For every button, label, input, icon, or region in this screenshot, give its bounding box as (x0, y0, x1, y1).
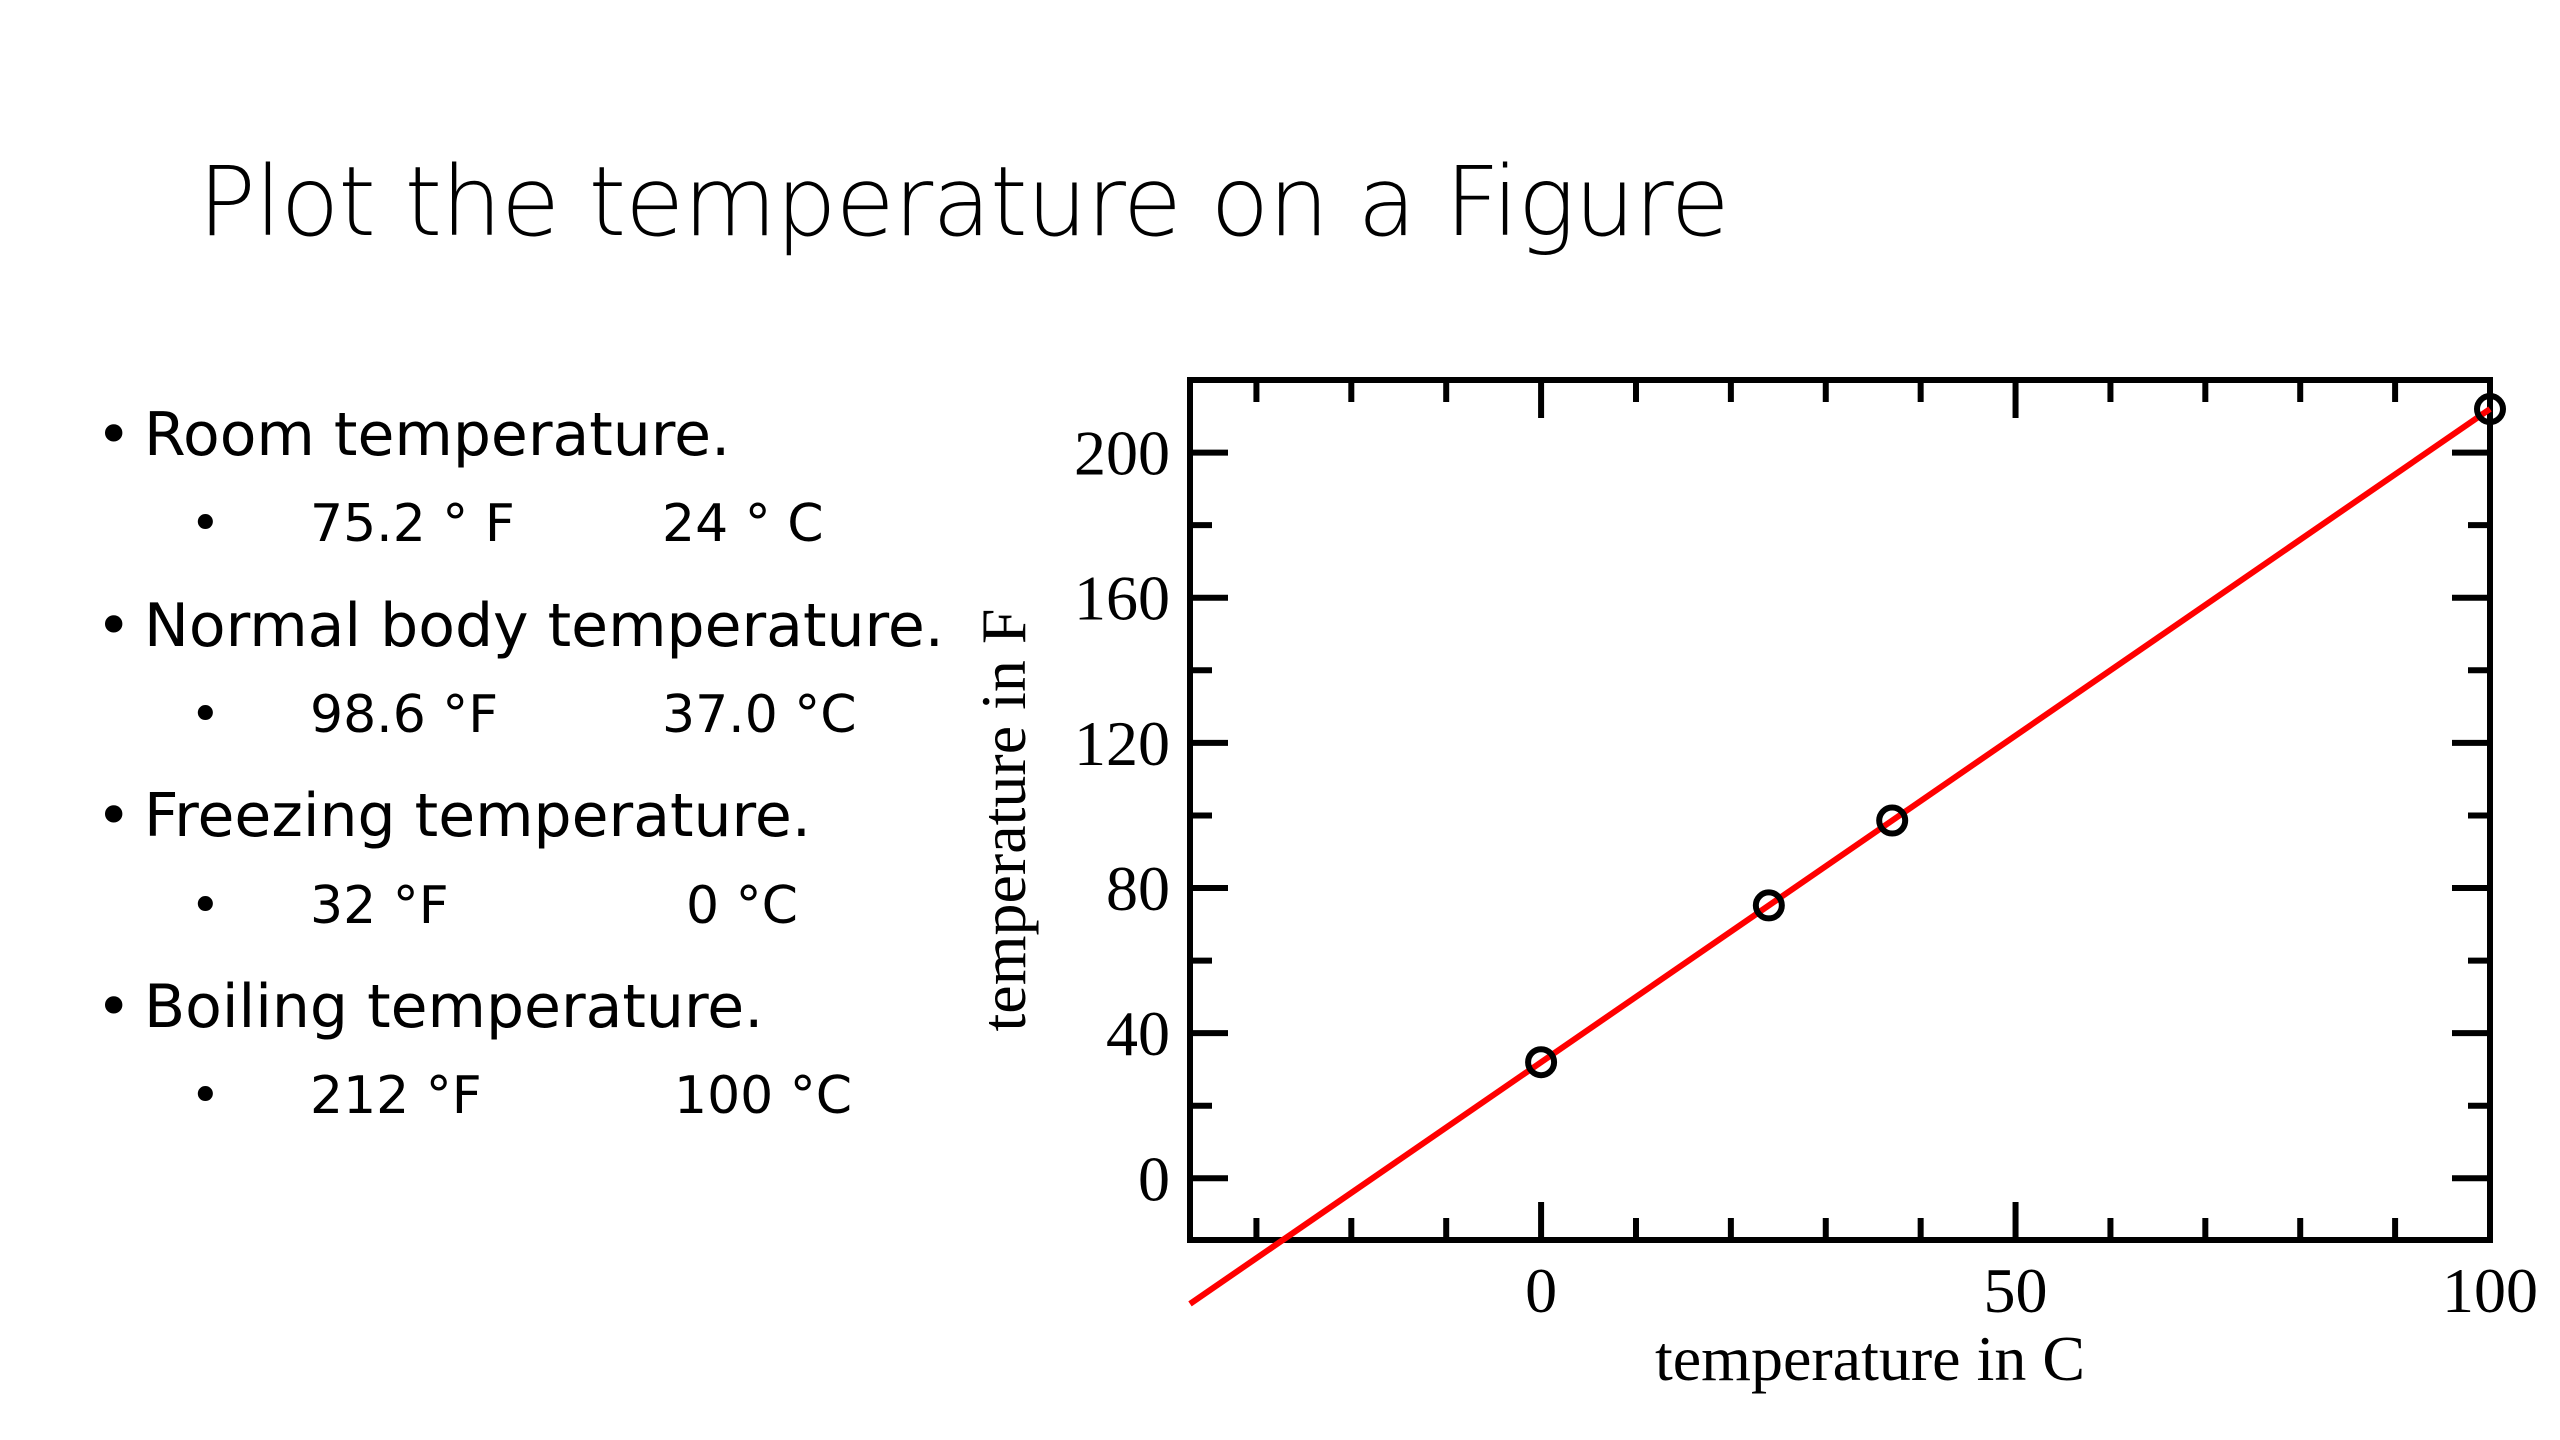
plot-frame (1187, 377, 2493, 1243)
data-point (1876, 804, 1909, 837)
y-axis-label: temperature in F (980, 609, 1039, 1032)
y-tick-label: 40 (1106, 998, 1170, 1069)
x-axis-label: temperature in C (1655, 1323, 2085, 1394)
x-tick-label: 0 (1525, 1255, 1557, 1326)
bullet-label: Normal body temperature. (144, 591, 944, 661)
temperature-chart: 0 50 100 0 40 80 120 160 200 temperature in C temp… (980, 377, 2538, 1394)
y-tick-label: 200 (1074, 418, 1170, 489)
data-point (2474, 393, 2506, 426)
sub-bullet-dot: • (190, 876, 221, 936)
bullet-label: Room temperature. (144, 400, 731, 470)
sub-bullet-dot: • (190, 685, 221, 745)
bullet-dot: • (96, 781, 132, 851)
celsius-value: 100 °C (674, 1066, 853, 1126)
fahrenheit-value: 212 °F (310, 1066, 482, 1126)
fahrenheit-value: 75.2 ° F (310, 494, 515, 554)
bullet-label: Boiling temperature. (144, 972, 764, 1042)
bullet-dot: • (96, 400, 132, 470)
y-tick-label: 80 (1106, 853, 1170, 924)
data-point (1525, 1046, 1558, 1079)
celsius-value: 0 °C (686, 876, 798, 936)
slide-title: Plot the temperature on a Figure (198, 146, 1730, 258)
bullet-dot: • (96, 972, 132, 1042)
bullet-dot: • (96, 591, 132, 661)
x-tick-label: 50 (1984, 1255, 2048, 1326)
sub-bullet-dot: • (190, 1066, 221, 1126)
y-tick-label: 160 (1074, 563, 1170, 634)
bullet-label: Freezing temperature. (144, 781, 811, 851)
sub-bullet-dot: • (190, 494, 221, 554)
fahrenheit-value: 32 °F (310, 876, 449, 936)
y-tick-label: 120 (1074, 708, 1170, 779)
x-tick-label: 100 (2442, 1255, 2538, 1326)
celsius-value: 24 ° C (662, 494, 824, 554)
data-point (1752, 889, 1785, 922)
bullet-list: • Room temperature. • 75.2 ° F 24 ° C • … (0, 0, 1000, 1440)
fahrenheit-value: 98.6 °F (310, 685, 499, 745)
fit-line (1188, 406, 2492, 1307)
y-tick-label: 0 (1138, 1143, 1170, 1214)
celsius-value: 37.0 °C (662, 685, 857, 745)
